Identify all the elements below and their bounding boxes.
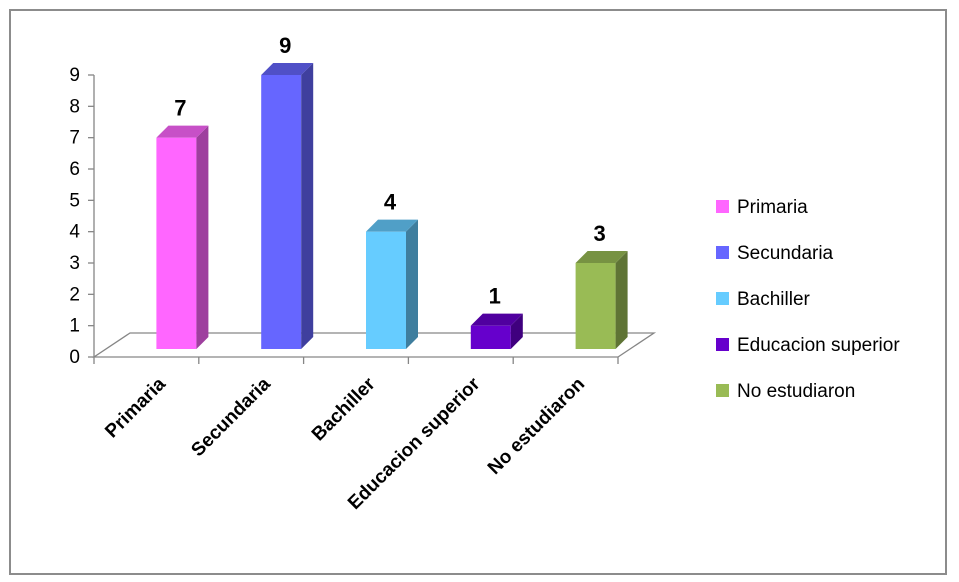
x-category-label: Primaria xyxy=(101,373,170,442)
x-category-label: No estudiaron xyxy=(484,374,589,479)
bar-front xyxy=(575,263,616,349)
bar-primaria xyxy=(156,125,209,350)
data-label: 7 xyxy=(174,96,186,121)
bar-top xyxy=(575,251,628,263)
y-tick-label: 6 xyxy=(69,159,80,180)
y-tick-label: 3 xyxy=(69,253,80,274)
legend-item: Bachiller xyxy=(716,289,811,310)
bar-front xyxy=(366,231,406,349)
y-tick-label: 7 xyxy=(69,128,80,149)
bar-front xyxy=(261,75,302,349)
legend-swatch xyxy=(716,384,729,397)
legend-label: Primaria xyxy=(737,197,808,218)
data-label: 9 xyxy=(279,33,291,58)
legend-label: Bachiller xyxy=(737,289,811,310)
bar-educacion-superior xyxy=(470,313,523,349)
legend-label: Secundaria xyxy=(737,243,834,264)
legend-swatch xyxy=(716,338,729,351)
y-tick-label: 1 xyxy=(69,316,80,337)
data-label: 3 xyxy=(593,221,605,246)
legend-item: No estudiaron xyxy=(716,381,855,402)
y-tick-label: 8 xyxy=(69,96,80,117)
x-category-label: Bachiller xyxy=(308,373,380,445)
bar-bachiller xyxy=(366,219,418,349)
legend-label: Educacion superior xyxy=(737,335,900,356)
bar-side xyxy=(301,63,314,349)
bar-secundaria xyxy=(261,63,314,349)
legend-swatch xyxy=(716,246,729,259)
legend-swatch xyxy=(716,200,729,213)
y-tick-label: 0 xyxy=(69,347,80,368)
bar-side xyxy=(406,219,418,349)
legend-item: Secundaria xyxy=(716,243,834,264)
legend-label: No estudiaron xyxy=(737,381,855,402)
bar-side xyxy=(510,313,523,349)
bar-side xyxy=(196,125,209,350)
y-tick-label: 4 xyxy=(69,222,80,243)
legend-swatch xyxy=(716,292,729,305)
bar-no-estudiaron xyxy=(575,251,628,349)
data-label: 4 xyxy=(384,190,397,215)
y-tick-label: 2 xyxy=(69,284,80,305)
bar-top xyxy=(366,219,418,232)
bar-front xyxy=(470,325,511,349)
bar-front xyxy=(156,137,197,349)
bar-top xyxy=(261,63,314,75)
bar-top xyxy=(156,125,209,138)
y-tick-label: 5 xyxy=(69,190,80,211)
y-tick-label: 9 xyxy=(69,65,80,86)
legend-item: Educacion superior xyxy=(716,335,900,356)
x-category-label: Secundaria xyxy=(187,373,275,461)
bar-top xyxy=(470,313,523,326)
legend-item: Primaria xyxy=(716,197,808,218)
data-label: 1 xyxy=(489,284,501,309)
bar-side xyxy=(615,251,628,349)
